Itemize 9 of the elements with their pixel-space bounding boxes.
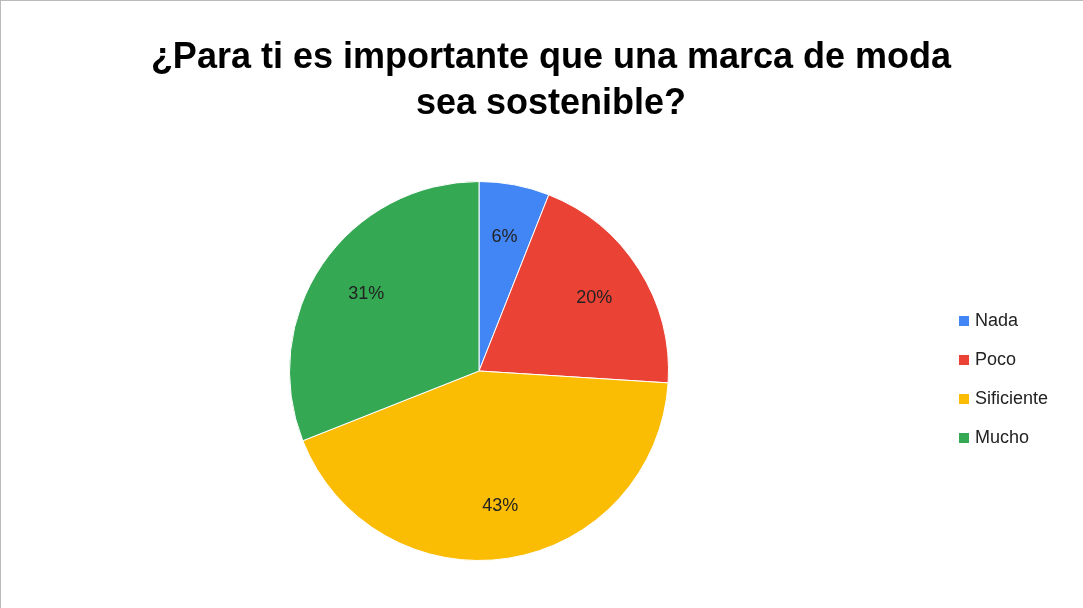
legend-label: Nada (975, 310, 1019, 331)
legend-label: Sificiente (975, 388, 1049, 409)
legend-label: Poco (975, 349, 1017, 370)
data-label: 43% (482, 494, 519, 515)
legend-label: Mucho (975, 427, 1030, 448)
data-label: 20% (576, 286, 613, 307)
data-label: 6% (491, 225, 518, 246)
data-label: 31% (348, 283, 385, 304)
chart-title: ¿Para ti es importante que una marca de moda sea sostenible? (149, 34, 953, 124)
